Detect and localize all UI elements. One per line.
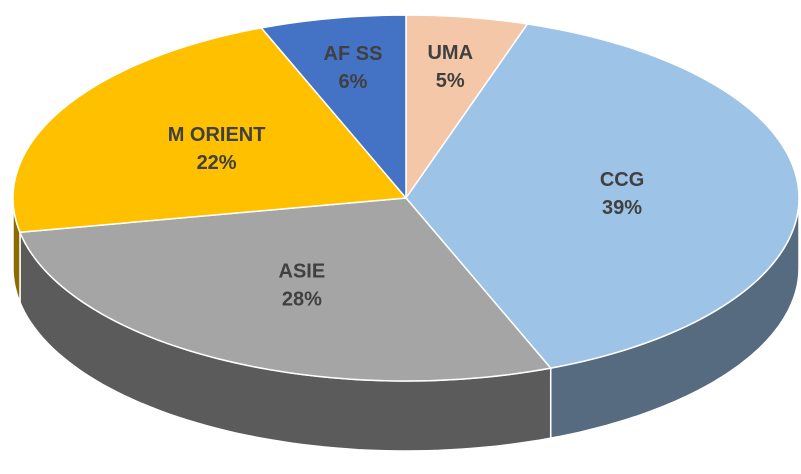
data-label-value: 22%: [197, 152, 237, 174]
data-label-value: 6%: [339, 71, 368, 93]
data-label-category: M ORIENT: [168, 124, 266, 146]
slice: [259, 14, 407, 201]
slice: [12, 27, 408, 234]
data-label-category: ASIE: [279, 260, 326, 282]
data-label-value: 5%: [436, 70, 465, 92]
slice: [18, 197, 553, 382]
data-label-value: 28%: [282, 288, 322, 310]
data-label-category: UMA: [427, 42, 473, 64]
data-label-value: 39%: [602, 197, 642, 219]
data-label-category: AF SS: [324, 43, 383, 65]
slice: [405, 23, 800, 369]
data-label-category: CCG: [600, 169, 644, 191]
